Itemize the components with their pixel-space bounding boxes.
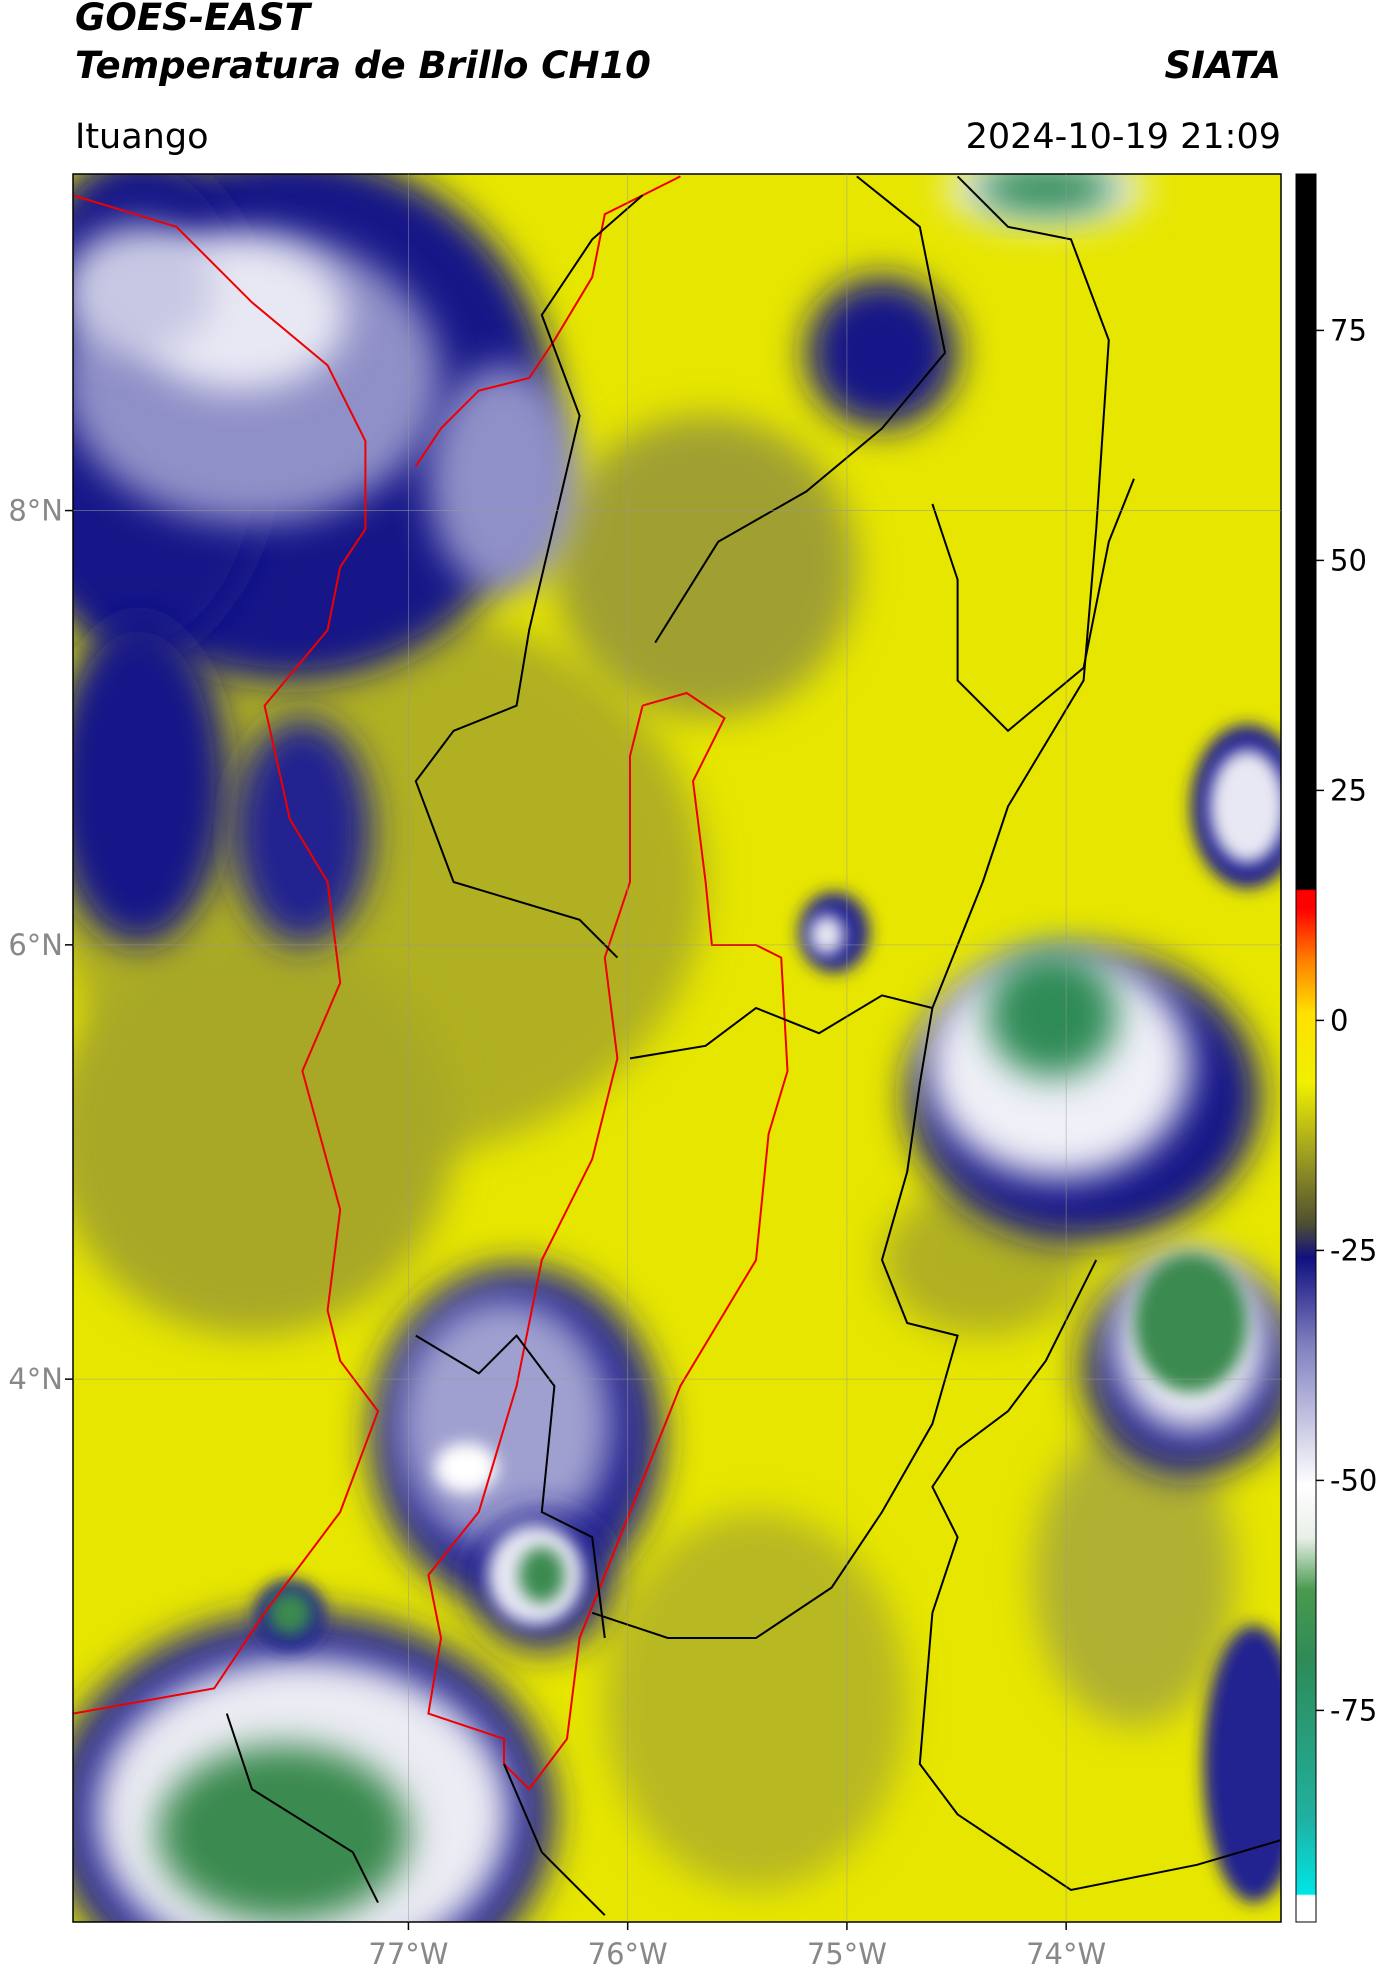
department-border [415,1334,606,1639]
y-tick-label: 6°N [8,928,63,962]
department-border [503,1763,606,1916]
source: SIATA [1164,44,1281,87]
x-tick-label: 77°W [368,1937,448,1971]
colorbar-tick-label: -50 [1330,1463,1377,1497]
coastline [73,194,380,1715]
cloud-region [1033,1423,1235,1727]
department-border [427,691,789,1791]
cloud-region [986,951,1118,1078]
cloud-region [73,617,227,945]
cloud-region [73,226,215,353]
colorbar-tick-label: 25 [1330,773,1367,807]
satellite-image [73,174,1281,1922]
cloud-region [267,1590,313,1636]
colorbar-tick-label: 0 [1330,1003,1348,1037]
cloud-region [434,1442,498,1494]
colorbar-tick-label: -75 [1330,1693,1377,1727]
y-tick-label: 8°N [8,494,63,528]
y-tick-label: 4°N [8,1362,63,1396]
cloud-region [396,1297,612,1550]
timestamp: 2024-10-19 21:09 [966,117,1281,157]
cloud-region [233,718,372,945]
cloud-region [1203,1625,1281,1903]
cloud-region [554,415,857,719]
subtitle: Temperatura de Brillo CH10 [75,44,651,87]
cloud-region [157,1745,410,1922]
map-frame [72,173,1282,1923]
cloud-region [976,174,1116,215]
cloud-region [1134,1253,1248,1393]
cloud-region [806,277,958,429]
cloud-region [519,1547,565,1603]
x-tick-label: 74°W [1026,1937,1106,1971]
department-border [591,994,959,1639]
department-border [931,1259,1098,1614]
coastline [414,175,681,467]
cloud-region [1209,749,1281,864]
department-border [225,1713,379,1904]
department-border [414,194,644,959]
department-border [918,1612,1281,1892]
colorbar-tick-label: 75 [1330,313,1367,347]
cloud-region [808,914,845,956]
department-border [654,175,947,644]
colorbar [1295,173,1317,1923]
cloud-region [428,365,580,593]
cloud-region [604,1512,908,1890]
region: Ituango [75,117,209,157]
department-border [931,478,1135,733]
colorbar-tick-label: -25 [1330,1233,1377,1267]
x-tick-label: 75°W [807,1937,887,1971]
title: GOES-EAST [75,0,313,39]
colorbar-tick-label: 50 [1330,543,1367,577]
cloud-region [73,932,454,1336]
department-border [931,175,1110,1009]
x-tick-label: 76°W [588,1937,668,1971]
